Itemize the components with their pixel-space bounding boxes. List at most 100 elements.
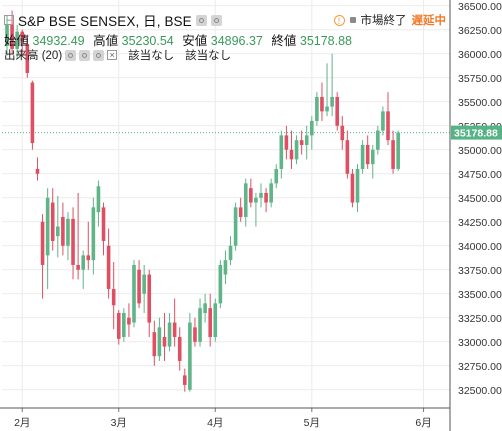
candle xyxy=(132,260,136,328)
candle-body xyxy=(116,312,121,339)
candle xyxy=(320,82,324,121)
candle xyxy=(106,228,111,299)
candle xyxy=(66,212,70,261)
candle-body xyxy=(218,264,223,304)
y-tick-label: 36000.00 xyxy=(458,49,502,61)
warning-icon[interactable]: ! xyxy=(333,14,345,26)
candle-body xyxy=(325,106,329,112)
candle xyxy=(183,368,187,392)
candle xyxy=(5,15,9,56)
candle-body xyxy=(254,197,258,203)
candle-body xyxy=(350,173,355,203)
candle xyxy=(122,308,126,342)
candle-body xyxy=(284,135,289,150)
candle xyxy=(20,29,25,56)
settings-icon[interactable] xyxy=(210,14,222,26)
volume-eye-icon[interactable] xyxy=(65,49,77,61)
candle xyxy=(10,10,14,54)
candle-body xyxy=(340,125,345,141)
y-tick-label: 34750.00 xyxy=(458,169,502,181)
candle xyxy=(142,264,146,313)
candle xyxy=(193,317,197,347)
eye-icon[interactable] xyxy=(195,14,207,26)
candle xyxy=(254,192,258,227)
candle xyxy=(284,125,289,160)
candle-body xyxy=(167,322,172,347)
candle-body xyxy=(142,274,146,294)
candle xyxy=(35,157,40,181)
x-tick-label: 4月 xyxy=(207,417,223,429)
candle xyxy=(269,178,273,208)
candle xyxy=(127,303,131,337)
candle-body xyxy=(294,140,299,160)
candle-body xyxy=(381,111,385,131)
candle xyxy=(304,125,309,160)
candle-body xyxy=(122,312,126,337)
candle-body xyxy=(188,322,192,390)
last-price-label: 35178.88 xyxy=(454,128,498,140)
candle xyxy=(223,250,228,285)
candle xyxy=(198,298,202,347)
candle-body xyxy=(96,186,101,213)
candle-body xyxy=(20,31,25,42)
x-tick-label: 5月 xyxy=(304,417,320,429)
candle-body xyxy=(101,207,106,241)
candle xyxy=(335,92,339,131)
candle xyxy=(15,24,19,59)
x-tick-label: 3月 xyxy=(111,417,127,429)
volume-na-2: 該当なし xyxy=(185,50,232,62)
candle xyxy=(330,53,334,117)
candle-body xyxy=(315,96,319,121)
y-tick-label: 34500.00 xyxy=(458,193,502,205)
candle xyxy=(61,202,65,256)
candle xyxy=(228,236,233,265)
delay-badge[interactable]: 遅延中 xyxy=(411,15,447,27)
volume-close-icon[interactable]: × xyxy=(107,50,118,60)
candle xyxy=(71,207,75,280)
ohlc-legend: 始値 34932.49 高値 35230.54 安値 34896.37 終値 3… xyxy=(4,30,357,49)
candle-body xyxy=(289,149,294,160)
market-status: ! 市場終了 遅延中 xyxy=(333,12,447,28)
candle xyxy=(376,125,380,155)
candle-body xyxy=(81,255,85,270)
candle xyxy=(325,63,329,117)
high-value: 35230.54 xyxy=(121,34,174,48)
candles xyxy=(5,10,400,392)
candle xyxy=(147,269,152,337)
candle-body xyxy=(157,327,162,357)
y-tick-label: 35000.00 xyxy=(458,145,502,157)
candle-body xyxy=(132,264,136,323)
candle-body xyxy=(365,144,370,165)
candle-body xyxy=(177,336,182,361)
candle xyxy=(213,298,218,342)
candle xyxy=(203,293,207,323)
candle xyxy=(188,312,192,392)
grid xyxy=(2,0,450,408)
volume-settings-icon[interactable] xyxy=(79,49,91,61)
close-value: 35178.88 xyxy=(299,34,353,48)
candle-body xyxy=(10,24,14,49)
candle-body xyxy=(335,96,339,126)
candle xyxy=(86,221,91,270)
candle-body xyxy=(391,140,395,169)
candle xyxy=(91,197,96,275)
candle-body xyxy=(111,288,116,306)
candle xyxy=(152,320,157,366)
y-tick-label: 33500.00 xyxy=(458,289,502,301)
volume-format-icon[interactable] xyxy=(93,49,105,61)
y-tick-label: 35750.00 xyxy=(458,73,502,85)
candle-body xyxy=(264,192,268,203)
collapse-icon[interactable]: − xyxy=(4,15,14,25)
candle-body xyxy=(299,140,304,145)
candle xyxy=(101,202,106,256)
y-tick-label: 36500.00 xyxy=(458,1,502,13)
title-row: − S&P BSE SENSEX, 日, BSE xyxy=(4,10,222,30)
y-tick-label: 32750.00 xyxy=(458,361,502,373)
candle-body xyxy=(238,207,243,217)
candle xyxy=(274,164,279,189)
candle-body xyxy=(172,322,177,337)
candle xyxy=(345,130,350,179)
candle-body xyxy=(279,135,284,169)
candle-body xyxy=(396,132,400,169)
